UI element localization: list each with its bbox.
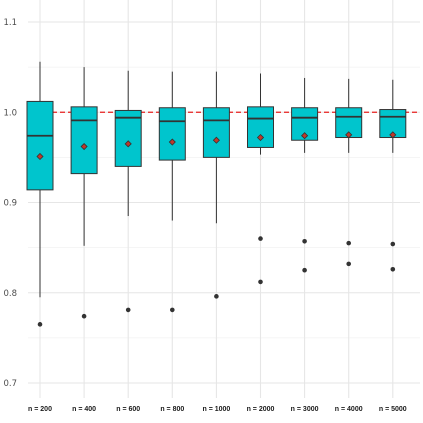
y-tick-label: 0.7 (3, 379, 17, 389)
x-tick-label: n = 5000 (379, 406, 407, 413)
box-group (114, 70, 142, 313)
y-tick-label: 0.9 (3, 199, 17, 209)
mean-marker (36, 152, 44, 161)
box-group (26, 61, 54, 327)
outlier-point (125, 307, 131, 313)
boxplots (26, 61, 407, 327)
mean-marker (124, 140, 132, 148)
outlier-point (214, 294, 219, 299)
box-group (70, 67, 98, 319)
mean-marker (256, 133, 265, 142)
box-group (291, 77, 319, 273)
mean-marker (389, 131, 397, 139)
y-tick-label: 1.0 (3, 108, 17, 118)
box-group (379, 79, 407, 272)
y-tick-label: 0.8 (3, 289, 17, 299)
outlier-point (37, 322, 43, 327)
y-axis: 0.7 0.8 0.9 1.0 1.1 (3, 18, 17, 389)
iqr-box (26, 100, 54, 191)
outlier-point (390, 266, 396, 272)
mean-marker (212, 136, 220, 144)
mean-marker (345, 131, 353, 139)
x-tick-label: n = 600 (116, 406, 140, 413)
mean-marker (301, 132, 309, 140)
x-tick-label: n = 800 (160, 406, 184, 413)
outlier-point (390, 241, 396, 247)
outlier-point (302, 239, 307, 244)
box-group (335, 78, 363, 267)
iqr-box (247, 106, 274, 148)
y-tick-label: 1.1 (3, 18, 17, 28)
outlier-point (170, 307, 175, 313)
outlier-point (81, 313, 87, 319)
outlier-point (346, 261, 352, 267)
iqr-box (158, 107, 186, 161)
x-tick-label: n = 1000 (202, 406, 230, 413)
iqr-box (70, 106, 98, 175)
x-tick-label: n = 400 (72, 406, 96, 413)
outlier-point (346, 240, 352, 246)
x-tick-label: n = 3000 (291, 406, 319, 413)
iqr-box (114, 109, 142, 167)
x-tick-label: n = 200 (28, 406, 52, 413)
mean-marker (80, 142, 88, 151)
x-axis: n = 200 n = 400 n = 600 n = 800 n = 1000 n = … (28, 406, 407, 413)
outlier-point (302, 267, 307, 273)
x-tick-label: n = 4000 (335, 406, 363, 413)
outlier-point (258, 279, 263, 285)
mean-marker (168, 138, 176, 146)
iqr-box (202, 107, 230, 158)
x-tick-label: n = 2000 (247, 406, 275, 413)
box-group (202, 71, 230, 299)
box-group (247, 73, 274, 285)
box-group (158, 71, 186, 313)
outlier-point (258, 236, 263, 241)
